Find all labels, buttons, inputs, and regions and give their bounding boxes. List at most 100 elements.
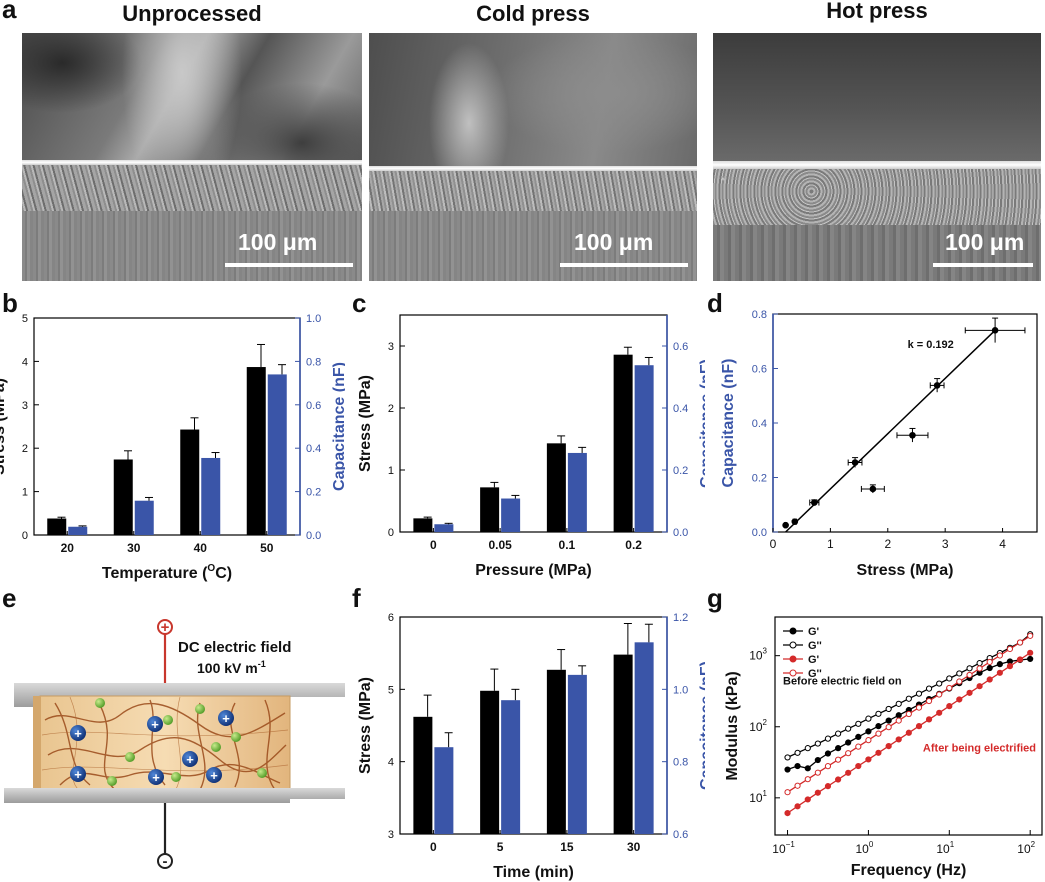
y-axis-title: Stress (MPa) — [357, 375, 374, 472]
data-point — [1006, 663, 1014, 670]
data-point — [804, 776, 811, 783]
data-point — [915, 690, 923, 697]
data-point — [909, 431, 916, 439]
fit-line — [785, 329, 996, 533]
data-point — [956, 670, 963, 677]
bar-capacitance — [267, 374, 287, 535]
bar-capacitance — [134, 500, 154, 535]
x-tick-label: 30 — [627, 840, 641, 854]
polymer-network-thin — [41, 696, 289, 792]
x-tick-label: 0 — [770, 537, 777, 551]
positive-terminal-icon — [157, 619, 173, 635]
y-tick-label: 3 — [388, 341, 394, 353]
data-point — [855, 733, 862, 740]
data-point — [996, 652, 1003, 659]
bar-stress — [180, 429, 200, 535]
y-axis-title: Modulus (kPa) — [724, 671, 741, 780]
x-tick-label: 40 — [194, 541, 208, 555]
data-point — [855, 720, 862, 727]
data-point — [835, 756, 842, 763]
plot-frame — [774, 616, 1043, 836]
y2-axis-title: Capacitance (nF) — [698, 359, 705, 488]
data-point — [885, 705, 892, 713]
y-tick-label: 2 — [388, 403, 394, 415]
x-tick-label: 0 — [430, 840, 437, 854]
chart-b: b 0 1 2 3 4 5 0.0 0.2 0.4 0.6 0.8 1.0 20 30 40 50 Tempera… — [0, 290, 345, 582]
data-point — [791, 518, 799, 525]
data-point — [784, 809, 791, 817]
panel-g-label: g — [707, 585, 723, 613]
chart-d: d 0 1 2 3 4 0.0 0.2 0.4 0.6 0.8 k = 0.192 Stress (MP… — [707, 290, 1038, 579]
legend-label: G'' — [808, 640, 822, 652]
data-point — [814, 740, 821, 747]
data-point — [835, 745, 842, 752]
y-tick-label: 0.0 — [752, 527, 767, 539]
svg-text:+: + — [74, 767, 82, 782]
data-point — [835, 776, 842, 783]
y-tick-label: 6 — [388, 612, 394, 624]
y-tick-label: 0.8 — [752, 309, 767, 321]
data-point — [933, 382, 941, 389]
svg-text:+: + — [151, 717, 159, 732]
x-tick-exp: 2 — [1031, 840, 1036, 849]
legend-marker — [789, 669, 797, 677]
data-point — [996, 661, 1003, 668]
x-axis-title-end: C) — [215, 565, 232, 582]
y2-tick-label: 0.8 — [306, 356, 321, 368]
bar-stress — [546, 443, 566, 532]
data-point — [784, 754, 791, 761]
panel-b-label: b — [2, 290, 18, 318]
x-tick-label: 0.1 — [559, 538, 576, 552]
x-axis-title: Temperature (OC) — [102, 563, 232, 582]
bar-capacitance — [501, 700, 521, 834]
y-tick-base: 10 — [749, 649, 763, 663]
data-point — [946, 703, 953, 710]
y-axis-title: Stress (MPa) — [357, 677, 374, 774]
x-axis-title-text: Pressure (MPa) — [475, 562, 592, 579]
y2-tick-label: 0.4 — [673, 403, 688, 415]
data-point — [905, 710, 912, 718]
y-tick-label: 0 — [388, 527, 394, 539]
data-point — [845, 725, 852, 732]
green-particles — [95, 698, 267, 786]
plot-frame — [772, 313, 1038, 533]
y-tick-label: 0.4 — [752, 418, 767, 430]
scale-bar — [560, 263, 688, 267]
data-point — [895, 712, 902, 719]
y2-tick-label: 0.8 — [673, 757, 688, 769]
data-point — [845, 750, 852, 757]
y-tick-base: 10 — [749, 720, 763, 734]
data-point — [895, 717, 902, 724]
x-tick-label: 1 — [827, 537, 834, 551]
y-tick-label: 0.6 — [752, 364, 767, 376]
data-point — [966, 671, 973, 679]
x-tick-label: 50 — [260, 541, 274, 555]
data-point — [925, 685, 933, 692]
data-point — [936, 680, 943, 687]
svg-text:+: + — [186, 752, 194, 767]
bar-stress — [246, 367, 266, 535]
bar-stress — [413, 716, 433, 834]
data-point — [956, 678, 963, 685]
data-point — [875, 723, 882, 730]
y2-tick-label: 1.0 — [673, 684, 688, 696]
data-point — [824, 750, 832, 757]
bar-stress — [480, 487, 500, 532]
x-tick-exp: 1 — [950, 840, 955, 849]
svg-text:+: + — [222, 711, 230, 726]
y-tick-label: 4 — [22, 356, 28, 368]
x-tick-base: 10 — [856, 842, 870, 856]
panel-a-label: a — [2, 0, 17, 24]
x-axis-title: Pressure (MPa) — [475, 562, 592, 579]
data-point — [875, 730, 882, 737]
bar-capacitance — [434, 524, 454, 532]
legend-marker — [789, 627, 797, 635]
y2-axis-title: Capacitance (nF) — [331, 362, 345, 491]
y-tick-exp: 3 — [763, 647, 768, 656]
data-point — [824, 763, 832, 770]
data-point — [865, 756, 872, 763]
x-tick-label: 10−1 — [772, 840, 795, 856]
legend-marker — [789, 641, 797, 649]
x-axis-title: Frequency (Hz) — [851, 862, 967, 879]
data-point — [794, 762, 801, 770]
